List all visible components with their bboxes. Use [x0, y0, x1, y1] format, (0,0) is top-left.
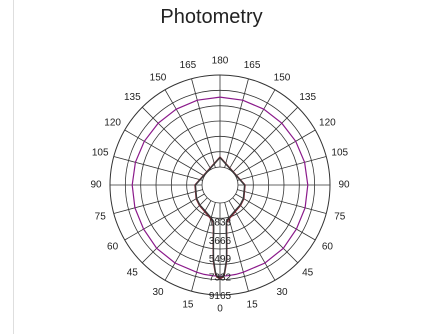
angle-tick-label: 105 [92, 148, 109, 159]
angle-tick-label: 135 [299, 92, 316, 103]
radial-tick-label: 3666 [209, 236, 232, 247]
grid-spoke [124, 193, 205, 241]
grid-spoke [191, 78, 216, 168]
radial-tick-label: 7332 [209, 273, 232, 284]
angle-tick-label: 90 [338, 180, 350, 191]
grid-spoke [232, 106, 299, 173]
angle-tick-label: 75 [334, 212, 346, 223]
angle-tick-label: 165 [180, 60, 197, 71]
angle-tick-label: 30 [152, 287, 164, 298]
grid-spoke [235, 129, 316, 177]
chart-title: Photometry [160, 6, 263, 28]
grid-spoke [113, 156, 203, 181]
series-curve-1 [131, 96, 309, 277]
angle-tick-label: 60 [107, 242, 119, 253]
angle-tick-label: 150 [274, 72, 291, 83]
grid-spoke [164, 200, 212, 281]
grid-spoke [237, 189, 327, 214]
angle-tick-label: 135 [124, 92, 141, 103]
angle-tick-label: 120 [319, 118, 336, 129]
angle-tick-label: 105 [331, 148, 348, 159]
angle-tick-label: 15 [247, 299, 259, 310]
grid-spoke [113, 189, 203, 214]
grid-spoke [235, 193, 316, 241]
angle-tick-label: 45 [302, 267, 314, 278]
angle-tick-label: 75 [95, 212, 107, 223]
grid-spoke [228, 89, 276, 170]
angle-tick-label: 150 [150, 72, 167, 83]
angle-tick-label: 165 [244, 60, 261, 71]
grid-spoke [237, 156, 327, 181]
grid-spoke [228, 200, 276, 281]
series-curve-3 [194, 156, 246, 278]
angle-tick-label: 120 [104, 118, 121, 129]
angle-tick-label: 30 [276, 287, 288, 298]
grid-spoke [141, 106, 208, 173]
radial-tick-label: 1833 [209, 217, 232, 228]
angle-tick-label: 45 [127, 267, 139, 278]
angle-tick-label: 90 [90, 180, 102, 191]
left-divider [13, 0, 14, 334]
angle-tick-label: 15 [182, 299, 194, 310]
grid-spoke [164, 89, 212, 170]
angle-tick-label: 60 [322, 242, 334, 253]
grid-spoke [124, 129, 205, 177]
grid-spoke [141, 197, 208, 264]
angle-tick-label: 180 [212, 56, 229, 67]
grid-spoke [224, 78, 249, 168]
angle-tick-label: 0 [217, 304, 223, 315]
radial-tick-label: 5499 [209, 254, 232, 265]
radial-tick-label: 9165 [209, 291, 232, 302]
grid-spoke [232, 197, 299, 264]
